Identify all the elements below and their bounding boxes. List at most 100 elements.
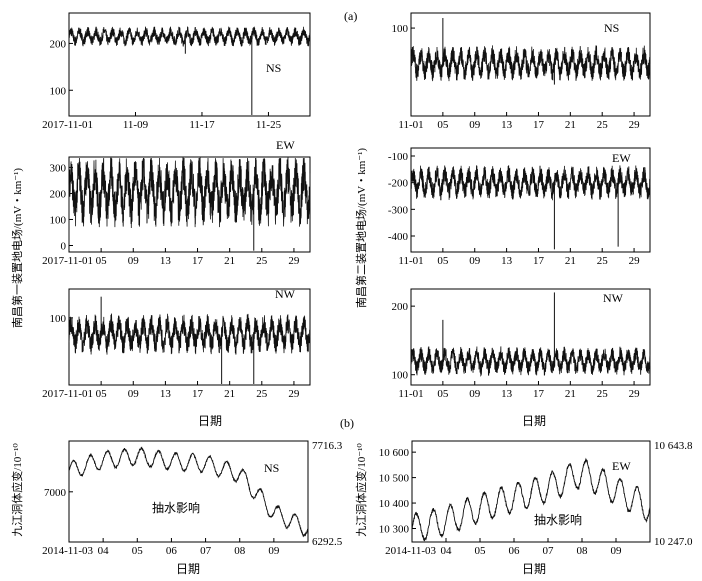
- y-tick-label: 300: [50, 162, 67, 174]
- x-tick-label: 05: [132, 545, 144, 557]
- y-right-tick-label: 7716.3: [312, 440, 343, 452]
- chart-r-ns: NS 11-01 05 09 13 17 21 25 29 100: [392, 12, 651, 131]
- series-line: [411, 457, 651, 542]
- x-tick-label: 06: [166, 545, 178, 557]
- date-axis-label-b-right: 日期: [522, 562, 546, 576]
- chart-l-ns: NS 2017-11-01 11-09 11-17 11-25 100 200: [42, 12, 311, 131]
- chart-b-ns: NS 2014-11-03 04 05 06 07 08 09 7000 7716.3 6292.5: [42, 440, 343, 557]
- x-tick-label: 2017-11-01: [42, 255, 93, 267]
- component-label: NS: [266, 61, 281, 75]
- y-tick-label: 100: [392, 23, 409, 35]
- chart-l-nw: NW 2017-11-01 05 09 13 17 21 25 29 100: [42, 287, 311, 400]
- plot-frame: [411, 440, 651, 543]
- y-tick-label: 10 600: [379, 447, 410, 459]
- y-tick-label: 200: [50, 38, 67, 50]
- x-tick-label: 17: [192, 388, 204, 400]
- x-tick-label: 09: [469, 119, 481, 131]
- series-line: [68, 313, 311, 355]
- x-tick-label: 06: [509, 545, 521, 557]
- x-tick-label: 11-01: [398, 255, 423, 267]
- x-tick-label: 11-01: [398, 388, 423, 400]
- y-tick-label: 100: [50, 85, 67, 97]
- left-y-axis-label: 南昌第一装置地电场/(mV・km⁻¹): [10, 168, 24, 328]
- x-tick-label: 11-01: [398, 119, 423, 131]
- date-axis-label-a: 日期: [198, 414, 222, 428]
- chart-l-ew: EW 2017-11-01 05 09 13 17 21 25 29 0 100 200 300: [42, 138, 311, 267]
- series-line: [68, 26, 311, 47]
- x-tick-label: 2017-11-01: [42, 388, 93, 400]
- panel-a-label: (a): [344, 9, 357, 23]
- x-tick-label: 09: [469, 388, 481, 400]
- x-tick-label: 25: [597, 119, 609, 131]
- x-tick-label: 13: [501, 119, 513, 131]
- panel-b-label: (b): [340, 416, 354, 430]
- x-tick-label: 21: [224, 388, 235, 400]
- x-tick-label: 08: [577, 545, 589, 557]
- y-right-tick-label: 10 643.8: [654, 440, 693, 452]
- pump-label-right: 抽水影响: [534, 512, 582, 527]
- x-tick-label: 17: [192, 255, 204, 267]
- x-tick-label: 2014-11-03: [42, 545, 93, 557]
- plot-frame: [410, 288, 651, 386]
- chart-r-ew: EW 11-01 05 09 13 17 21 25 29 -100 -200 -300 -400: [388, 147, 651, 267]
- x-tick-label: 11-25: [256, 119, 282, 131]
- y-tick-label: 200: [392, 301, 409, 313]
- x-tick-label: 25: [256, 388, 268, 400]
- plot-panels: NS 2017-11-01 11-09 11-17 11-25 100 200 EW 2017-…: [42, 12, 693, 557]
- component-label: EW: [612, 459, 631, 473]
- y-right-tick-label: 6292.5: [312, 536, 343, 548]
- x-tick-label: 13: [160, 388, 172, 400]
- series-line: [410, 346, 651, 377]
- pump-label-left: 抽水影响: [152, 500, 200, 515]
- y-tick-label: 10 400: [379, 498, 410, 510]
- y-tick-label: -100: [388, 151, 409, 163]
- y-tick-label: 100: [392, 370, 409, 382]
- x-tick-label: 29: [288, 388, 300, 400]
- right-y-axis-label: 南昌第二装置地电场/(mV・km⁻¹): [354, 148, 368, 308]
- x-tick-label: 05: [96, 388, 108, 400]
- y-right-tick-label: 10 247.0: [654, 536, 693, 548]
- strain-y-label-right: 九江洞体应变/10⁻¹⁰: [354, 443, 368, 537]
- x-tick-label: 2017-11-01: [42, 119, 93, 131]
- x-tick-label: 04: [441, 545, 453, 557]
- x-tick-label: 21: [565, 255, 576, 267]
- y-tick-label: 0: [61, 240, 67, 252]
- x-tick-label: 13: [501, 255, 513, 267]
- chart-r-nw: NW 11-01 05 09 13 17 21 25 29 100 200: [392, 288, 651, 400]
- x-tick-label: 17: [533, 388, 545, 400]
- x-tick-label: 09: [611, 545, 623, 557]
- x-tick-label: 04: [98, 545, 110, 557]
- x-tick-label: 05: [437, 388, 449, 400]
- x-tick-label: 09: [128, 255, 140, 267]
- plot-frame: [68, 12, 311, 117]
- x-tick-label: 07: [200, 545, 212, 557]
- series-line: [68, 446, 309, 538]
- x-tick-label: 13: [501, 388, 513, 400]
- x-tick-label: 21: [224, 255, 235, 267]
- y-tick-label: -400: [388, 231, 409, 243]
- x-tick-label: 29: [629, 388, 641, 400]
- x-tick-label: 13: [160, 255, 172, 267]
- y-tick-label: -200: [388, 178, 409, 190]
- x-tick-label: 25: [597, 255, 609, 267]
- series-line: [68, 156, 311, 229]
- date-axis-label-a-right: 日期: [522, 414, 546, 428]
- x-tick-label: 05: [437, 255, 449, 267]
- date-axis-label-b-left: 日期: [176, 562, 200, 576]
- y-tick-label: 7000: [44, 487, 67, 499]
- component-label: EW: [612, 151, 631, 165]
- x-tick-label: 2014-11-03: [385, 545, 436, 557]
- component-label: NS: [604, 21, 619, 35]
- x-tick-label: 08: [234, 545, 246, 557]
- x-tick-label: 05: [437, 119, 449, 131]
- y-tick-label: 200: [50, 188, 67, 200]
- x-tick-label: 05: [475, 545, 487, 557]
- component-label: NW: [275, 287, 296, 301]
- y-tick-label: 100: [50, 313, 67, 325]
- y-tick-label: -300: [388, 204, 409, 216]
- x-tick-label: 29: [629, 119, 641, 131]
- component-label: NW: [603, 291, 624, 305]
- x-tick-label: 25: [256, 255, 268, 267]
- x-tick-label: 09: [128, 388, 140, 400]
